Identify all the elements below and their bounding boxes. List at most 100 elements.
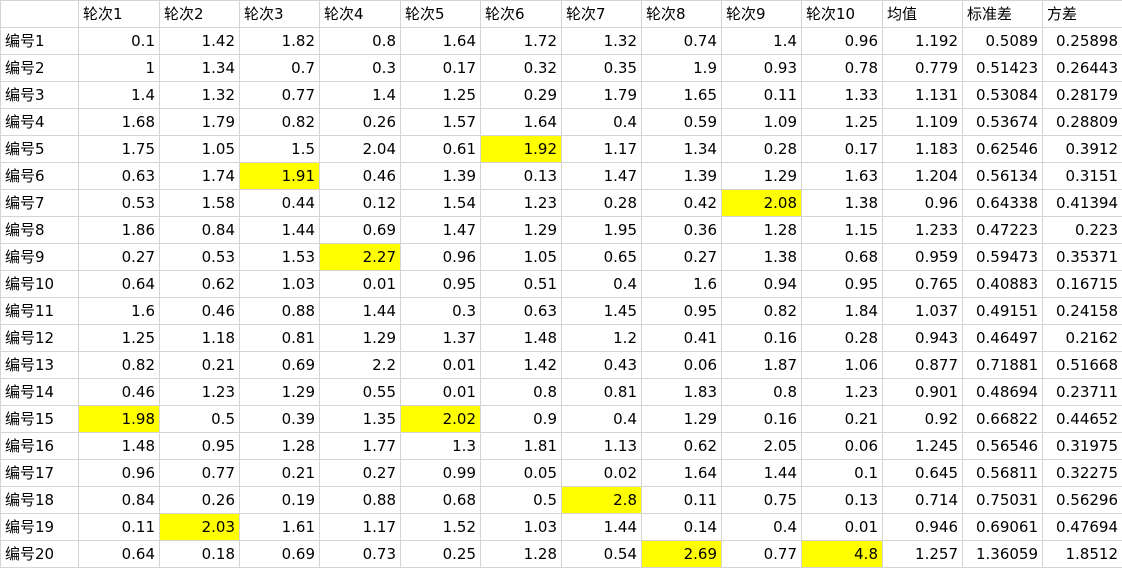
data-cell[interactable]: 0.59473	[962, 243, 1043, 271]
data-cell[interactable]: 1.3	[400, 432, 481, 460]
row-label-cell[interactable]: 编号13	[0, 351, 79, 379]
data-cell[interactable]: 1.28	[239, 432, 320, 460]
row-label-cell[interactable]: 编号18	[0, 486, 79, 514]
data-cell[interactable]: 0.63	[78, 162, 160, 190]
data-cell[interactable]: 1.29	[721, 162, 802, 190]
data-cell[interactable]: 0.69	[319, 216, 401, 244]
data-cell[interactable]: 0.21	[801, 405, 883, 433]
data-cell[interactable]: 1.05	[480, 243, 562, 271]
data-cell[interactable]: 1.05	[159, 135, 240, 163]
row-label-cell[interactable]: 编号5	[0, 135, 79, 163]
data-cell[interactable]: 0.95	[400, 270, 481, 298]
data-cell[interactable]: 1.28	[480, 540, 562, 568]
data-cell[interactable]: 0.46497	[962, 324, 1043, 352]
data-cell[interactable]: 0.11	[78, 513, 160, 541]
data-cell[interactable]: 1.183	[882, 135, 963, 163]
data-cell[interactable]: 0.54	[561, 540, 642, 568]
data-cell[interactable]: 1.44	[319, 297, 401, 325]
data-cell[interactable]: 0.779	[882, 54, 963, 82]
data-cell[interactable]: 0.36	[641, 216, 722, 244]
data-cell[interactable]: 0.2162	[1042, 324, 1122, 352]
highlighted-cell[interactable]: 1.92	[480, 135, 562, 163]
data-cell[interactable]: 0.95	[641, 297, 722, 325]
data-cell[interactable]: 1.95	[561, 216, 642, 244]
data-cell[interactable]: 1.57	[400, 108, 481, 136]
data-cell[interactable]: 0.4	[561, 405, 642, 433]
row-label-cell[interactable]: 编号6	[0, 162, 79, 190]
data-cell[interactable]: 0.19	[239, 486, 320, 514]
data-cell[interactable]: 0.01	[801, 513, 883, 541]
data-cell[interactable]: 1.037	[882, 297, 963, 325]
data-cell[interactable]: 0.8	[480, 378, 562, 406]
data-cell[interactable]: 0.69	[239, 351, 320, 379]
data-cell[interactable]: 1.84	[801, 297, 883, 325]
data-cell[interactable]: 0.24158	[1042, 297, 1122, 325]
data-cell[interactable]: 0.26	[159, 486, 240, 514]
data-cell[interactable]: 1.68	[78, 108, 160, 136]
data-cell[interactable]: 0.12	[319, 189, 401, 217]
data-cell[interactable]: 0.01	[400, 378, 481, 406]
data-cell[interactable]: 0.46	[319, 162, 401, 190]
data-cell[interactable]: 0.25	[400, 540, 481, 568]
data-cell[interactable]: 0.62	[159, 270, 240, 298]
data-cell[interactable]: 0.31975	[1042, 432, 1122, 460]
data-cell[interactable]: 1.17	[561, 135, 642, 163]
data-cell[interactable]: 1.82	[239, 27, 320, 55]
data-cell[interactable]: 0.32	[480, 54, 562, 82]
data-cell[interactable]: 1.38	[801, 189, 883, 217]
data-cell[interactable]: 0.59	[641, 108, 722, 136]
data-cell[interactable]: 0.28	[801, 324, 883, 352]
data-cell[interactable]: 0.63	[480, 297, 562, 325]
column-header-cell[interactable]: 方差	[1042, 0, 1122, 28]
data-cell[interactable]: 0.62	[641, 432, 722, 460]
data-cell[interactable]: 1.32	[561, 27, 642, 55]
data-cell[interactable]: 1.204	[882, 162, 963, 190]
data-cell[interactable]: 0.3	[319, 54, 401, 82]
data-cell[interactable]: 0.06	[641, 351, 722, 379]
data-cell[interactable]: 0.4	[561, 108, 642, 136]
data-cell[interactable]: 0.93	[721, 54, 802, 82]
data-cell[interactable]: 0.94	[721, 270, 802, 298]
data-cell[interactable]: 1.44	[721, 459, 802, 487]
data-cell[interactable]: 0.84	[78, 486, 160, 514]
data-cell[interactable]: 0.35	[561, 54, 642, 82]
data-cell[interactable]: 0.81	[239, 324, 320, 352]
data-cell[interactable]: 1.48	[480, 324, 562, 352]
data-cell[interactable]: 1.2	[561, 324, 642, 352]
data-cell[interactable]: 1.54	[400, 189, 481, 217]
data-cell[interactable]: 1.75	[78, 135, 160, 163]
data-cell[interactable]: 0.96	[78, 459, 160, 487]
data-cell[interactable]: 0.77	[159, 459, 240, 487]
column-header-cell[interactable]: 轮次3	[239, 0, 320, 28]
data-cell[interactable]: 0.14	[641, 513, 722, 541]
data-cell[interactable]: 1.64	[400, 27, 481, 55]
column-header-cell[interactable]: 均值	[882, 0, 963, 28]
data-cell[interactable]: 0.53674	[962, 108, 1043, 136]
data-cell[interactable]: 1.9	[641, 54, 722, 82]
data-cell[interactable]: 0.01	[400, 351, 481, 379]
data-cell[interactable]: 0.765	[882, 270, 963, 298]
data-cell[interactable]: 0.4	[721, 513, 802, 541]
data-cell[interactable]: 0.13	[480, 162, 562, 190]
data-cell[interactable]: 0.82	[78, 351, 160, 379]
data-cell[interactable]: 1.58	[159, 189, 240, 217]
column-header-cell[interactable]: 轮次9	[721, 0, 802, 28]
data-cell[interactable]: 0.01	[319, 270, 401, 298]
data-cell[interactable]: 1.25	[801, 108, 883, 136]
corner-cell[interactable]	[0, 0, 79, 28]
data-cell[interactable]: 1.74	[159, 162, 240, 190]
data-cell[interactable]: 0.74	[641, 27, 722, 55]
row-label-cell[interactable]: 编号15	[0, 405, 79, 433]
data-cell[interactable]: 0.73	[319, 540, 401, 568]
data-cell[interactable]: 0.43	[561, 351, 642, 379]
row-label-cell[interactable]: 编号9	[0, 243, 79, 271]
data-cell[interactable]: 0.53	[159, 243, 240, 271]
row-label-cell[interactable]: 编号12	[0, 324, 79, 352]
data-cell[interactable]: 1.39	[641, 162, 722, 190]
row-label-cell[interactable]: 编号4	[0, 108, 79, 136]
data-cell[interactable]: 1.34	[159, 54, 240, 82]
data-cell[interactable]: 0.35371	[1042, 243, 1122, 271]
data-cell[interactable]: 1.44	[561, 513, 642, 541]
row-label-cell[interactable]: 编号20	[0, 540, 79, 568]
row-label-cell[interactable]: 编号3	[0, 81, 79, 109]
